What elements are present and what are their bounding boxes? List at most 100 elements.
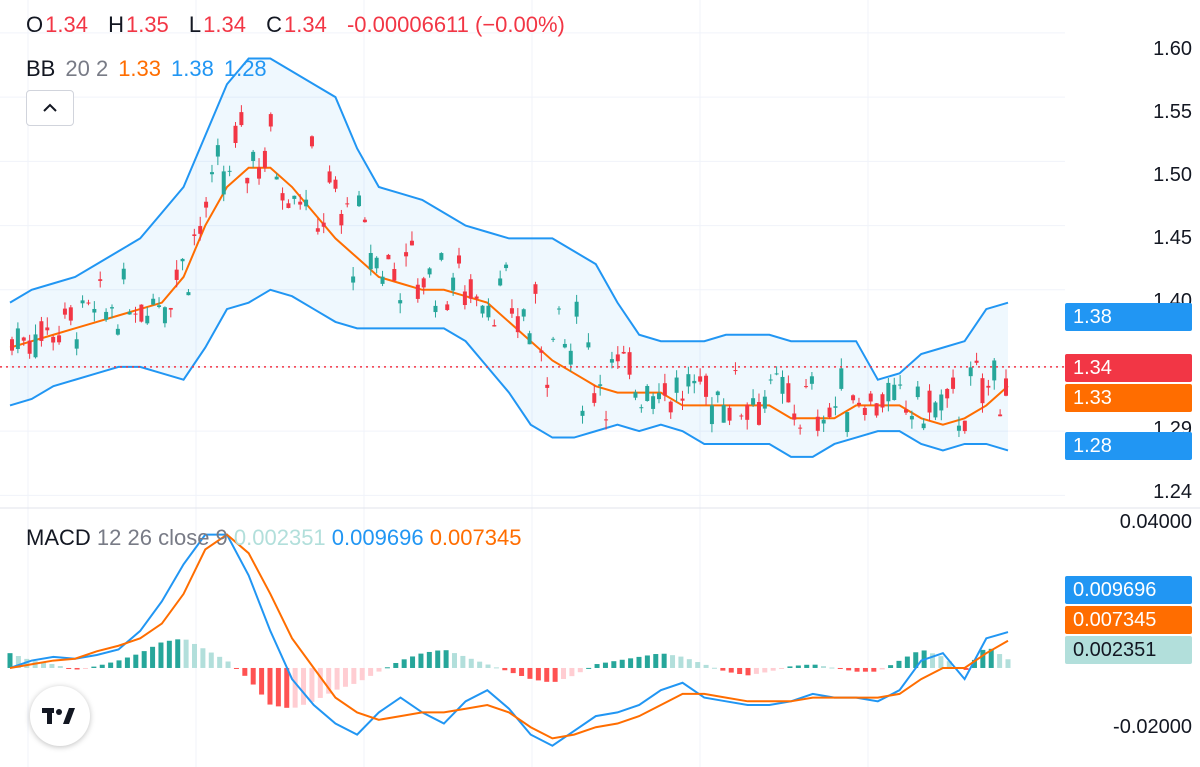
low-label: L	[188, 12, 202, 37]
candle-body	[762, 396, 767, 409]
macd-hist-bar	[426, 651, 432, 668]
candle-body	[709, 405, 714, 425]
macd-hist-bar	[292, 667, 298, 708]
candle-body	[868, 393, 873, 402]
candle-body	[121, 268, 126, 280]
candle-body	[104, 311, 109, 320]
candle-body	[174, 269, 179, 280]
candle-body	[751, 398, 756, 405]
macd-hist-bar	[351, 667, 357, 684]
candle-body	[580, 410, 585, 416]
macd-hist-bar	[468, 658, 474, 668]
macd-hist-bar	[250, 667, 256, 685]
candle-body	[598, 384, 603, 386]
macd-hist-bar	[443, 650, 449, 668]
macd-hist-bar	[384, 667, 390, 669]
candle-body	[609, 359, 614, 363]
candle-body	[74, 339, 79, 349]
candle-body	[357, 195, 362, 207]
macd-hist-bar	[544, 667, 550, 682]
macd-hist-bar	[326, 667, 332, 694]
macd-hist-bar	[141, 651, 147, 668]
hist-badge: 0.002351	[1065, 636, 1192, 664]
candle-body	[686, 374, 691, 387]
candle-body	[515, 316, 520, 333]
candle-body	[574, 301, 579, 317]
candle-body	[286, 203, 291, 208]
candle-body	[745, 404, 750, 420]
macd-hist-bar	[837, 667, 843, 669]
candle-body	[45, 327, 50, 331]
macd-tick-1: 0.04000	[1119, 511, 1192, 533]
macd-hist-bar	[602, 662, 608, 668]
candle-body	[339, 213, 344, 226]
candle-body	[551, 338, 556, 340]
candle-body	[980, 378, 985, 404]
candle-body	[733, 370, 738, 372]
macd-hist-bar	[997, 654, 1003, 668]
macd-hist-bar	[703, 664, 709, 668]
candle-body	[204, 201, 209, 208]
candle-body	[604, 419, 609, 421]
macd-hist-bar	[192, 643, 198, 668]
macd-hist-bar	[401, 659, 407, 668]
macd-hist-bar	[368, 667, 374, 676]
macd-hist-bar	[493, 667, 499, 669]
collapse-legend-button[interactable]	[26, 90, 74, 126]
macd-hist-bar	[66, 667, 72, 669]
price-tick-2: 1.55	[1153, 101, 1192, 123]
candle-body	[157, 305, 162, 307]
candle-body	[968, 367, 973, 377]
macd-hist-bar	[158, 642, 164, 668]
macd-hist-bar	[930, 653, 936, 668]
macd-hist-bar	[711, 667, 717, 669]
macd-hist-bar	[15, 656, 21, 668]
candle-body	[486, 305, 491, 318]
candle-body	[998, 414, 1003, 417]
macd-hist-bar	[619, 659, 625, 668]
macd-hist-bar	[678, 656, 684, 668]
macd-hist-bar	[644, 655, 650, 668]
macd-hist-bar	[359, 667, 365, 681]
chevron-up-icon	[43, 103, 57, 112]
macd-legend[interactable]: MACD 12 26 close 9 0.002351 0.009696 0.0…	[26, 525, 521, 551]
candle-body	[457, 255, 462, 264]
candle-body	[845, 412, 850, 433]
macd-signal-line	[9, 533, 1009, 740]
macd-signal-value: 0.007345	[429, 525, 522, 550]
candle-body	[862, 407, 867, 415]
macd-hist-bar	[200, 648, 206, 668]
candle-body	[474, 296, 479, 299]
macd-hist-bar	[460, 655, 466, 668]
candle-body	[839, 368, 844, 389]
candle-body	[98, 279, 103, 281]
candle-body	[692, 380, 697, 384]
candle-body	[292, 195, 297, 199]
candle-body	[974, 360, 979, 363]
candle-body	[386, 254, 391, 260]
bb-legend[interactable]: BB 20 2 1.33 1.38 1.28	[26, 56, 277, 82]
macd-hist-bar	[686, 659, 692, 668]
tradingview-logo[interactable]	[30, 686, 90, 746]
candle-body	[527, 333, 532, 345]
candle-body	[809, 376, 814, 384]
candle-body	[39, 321, 44, 341]
macd-hist-bar	[577, 667, 583, 673]
candle-body	[139, 304, 144, 322]
macd-hist-bar	[435, 650, 441, 668]
macd-hist-bar	[502, 667, 508, 671]
candle-body	[215, 145, 220, 157]
candle-body	[262, 150, 267, 168]
macd-hist-bar	[74, 667, 80, 670]
macd-hist-bar	[829, 667, 835, 669]
candle-body	[521, 309, 526, 317]
candle-body	[268, 114, 273, 127]
candle-body	[568, 350, 573, 365]
macd-hist-bar	[334, 667, 340, 690]
candle-body	[398, 300, 403, 304]
candle-body	[333, 179, 338, 189]
candle-body	[915, 386, 920, 398]
macd-hist-bar	[208, 652, 214, 668]
candle-body	[786, 383, 791, 403]
